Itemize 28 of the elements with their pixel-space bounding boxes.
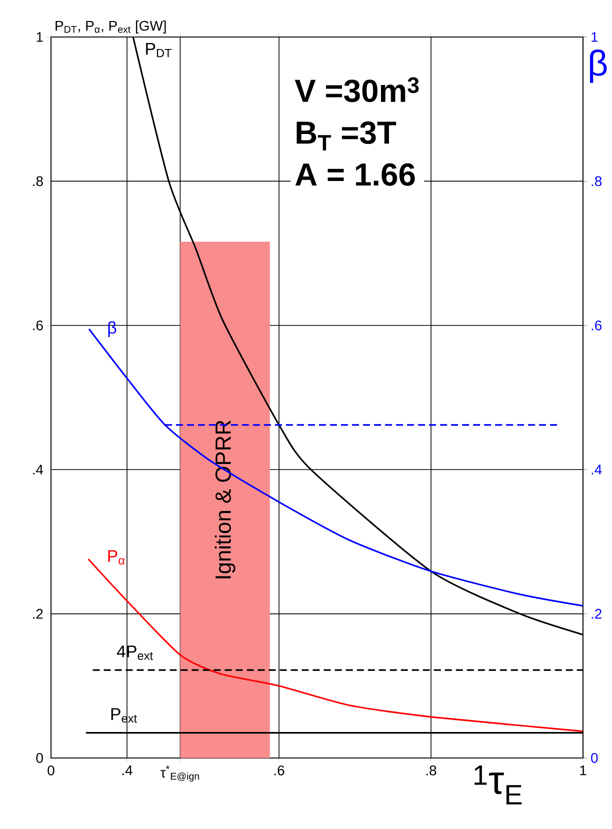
y-tick-label: .8 — [33, 176, 43, 186]
x-axis-title: $^{1}$τ$_{E}$ — [474, 766, 522, 804]
y2-tick-label: 0 — [591, 753, 598, 763]
y-axis-title: P$_{DT}$, P$_{α}$, P$_{ext}$ [GW] — [56, 20, 166, 34]
y2-tick-label: .4 — [592, 464, 602, 474]
y2-axis-title: β — [590, 50, 607, 83]
x-tick-label: .6 — [274, 766, 284, 776]
y2-tick-label: .6 — [592, 320, 602, 330]
x-tick-label: .4 — [122, 766, 132, 776]
y-tick-label: .2 — [33, 608, 43, 619]
y-tick-label: .4 — [33, 464, 44, 474]
annotation: V =30m$^{3}$ — [294, 77, 419, 102]
x-tick-label: τ$^{*}$E@ign — [160, 766, 199, 782]
y-tick-label: 0 — [36, 753, 43, 763]
y2-tick-label: .2 — [592, 608, 602, 619]
y2-tick-label: .8 — [592, 176, 602, 186]
y-tick-label: .6 — [33, 320, 43, 330]
annotation: A = 1.66 — [295, 163, 415, 186]
series-label: P$_{α}$ — [108, 550, 125, 565]
x-tick-label: 1 — [580, 766, 586, 776]
series-label: P$_{DT}$ — [146, 42, 172, 58]
y2-tick-label: 1 — [592, 32, 598, 42]
series-label: β — [108, 321, 116, 338]
y-tick-label: 1 — [36, 32, 43, 42]
x-tick-label: .8 — [426, 766, 436, 776]
series-label: Ignition & OPRR — [214, 420, 236, 578]
annotation: B$_{T}$ =3T — [296, 121, 396, 150]
x-tick-label: 0 — [48, 766, 54, 776]
